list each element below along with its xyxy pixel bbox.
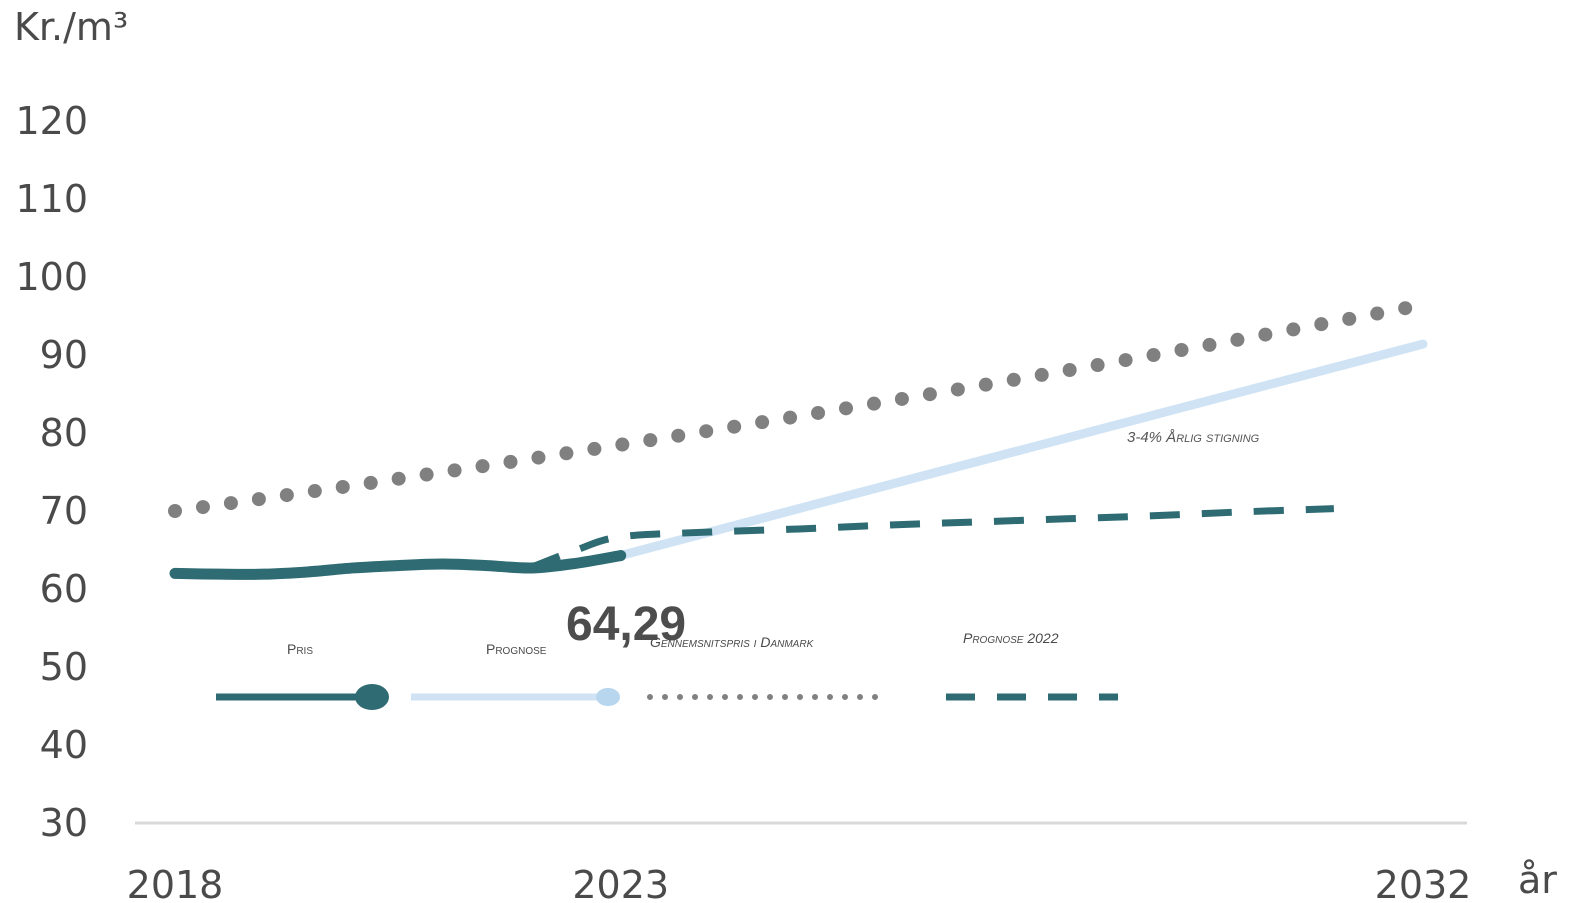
- series-point-gennemsnitspris-i-danmark: [251, 492, 266, 507]
- series-point-gennemsnitspris-i-danmark: [671, 428, 686, 443]
- x-tick-label: 2023: [572, 863, 669, 903]
- y-tick-labels: 30 40 50 60 70 80 90 100 110 120: [15, 99, 88, 845]
- series-point-gennemsnitspris-i-danmark: [643, 433, 658, 448]
- series-point-gennemsnitspris-i-danmark: [783, 410, 798, 425]
- series-point-gennemsnitspris-i-danmark: [866, 396, 881, 411]
- series-point-gennemsnitspris-i-danmark: [475, 459, 490, 474]
- y-tick-label: 60: [40, 567, 88, 611]
- x-tick-label: 2032: [1375, 863, 1472, 903]
- series-point-gennemsnitspris-i-danmark: [1286, 322, 1301, 337]
- series-point-gennemsnitspris-i-danmark: [1202, 337, 1217, 352]
- y-tick-label: 100: [15, 255, 88, 299]
- legend-marker-pris: [355, 684, 389, 710]
- series-point-gennemsnitspris-i-danmark: [1062, 363, 1077, 378]
- series-point-gennemsnitspris-i-danmark: [839, 401, 854, 416]
- series-point-gennemsnitspris-i-danmark: [447, 463, 462, 478]
- y-tick-label: 110: [15, 177, 88, 221]
- series-point-gennemsnitspris-i-danmark: [1090, 358, 1105, 373]
- legend-label-gennemsnitspris: Gennemsnitspris i Danmark: [650, 634, 815, 650]
- legend-label-prognose-2022: Prognose 2022: [963, 630, 1059, 646]
- y-tick-label: 70: [40, 489, 88, 533]
- series-point-gennemsnitspris-i-danmark: [811, 405, 826, 420]
- series-point-gennemsnitspris-i-danmark: [503, 454, 518, 469]
- series-point-gennemsnitspris-i-danmark: [1230, 332, 1245, 347]
- series-point-gennemsnitspris-i-danmark: [1258, 327, 1273, 342]
- series-point-gennemsnitspris-i-danmark: [978, 377, 993, 392]
- series-point-gennemsnitspris-i-danmark: [727, 419, 742, 434]
- y-tick-label: 30: [40, 801, 88, 845]
- y-axis-label: Kr./m³: [14, 5, 128, 49]
- series-layer: [168, 301, 1428, 580]
- series-point-gennemsnitspris-i-danmark: [950, 382, 965, 397]
- series-point-gennemsnitspris-i-danmark: [615, 437, 630, 452]
- series-point-gennemsnitspris-i-danmark: [531, 450, 546, 465]
- y-tick-label: 50: [40, 645, 88, 689]
- series-line-prognose-2022: [530, 505, 1334, 571]
- series-point-gennemsnitspris-i-danmark: [223, 496, 238, 511]
- growth-note: 3-4% Årlig stigning: [1127, 429, 1260, 446]
- series-point-gennemsnitspris-i-danmark: [922, 387, 937, 402]
- series-point-gennemsnitspris-i-danmark: [279, 488, 294, 503]
- x-tick-labels: 2018 2023 2032: [127, 863, 1472, 903]
- legend-marker-prognose: [596, 688, 620, 706]
- series-point-gennemsnitspris-i-danmark: [363, 475, 378, 490]
- y-tick-label: 120: [15, 99, 88, 143]
- series-point-gennemsnitspris-i-danmark: [894, 391, 909, 406]
- series-point-gennemsnitspris-i-danmark: [1398, 301, 1413, 316]
- y-tick-label: 40: [40, 723, 88, 767]
- series-line-pris: [169, 550, 627, 580]
- legend-label-pris: Pris: [287, 641, 313, 657]
- series-point-gennemsnitspris-i-danmark: [1118, 353, 1133, 368]
- series-point-gennemsnitspris-i-danmark: [587, 441, 602, 456]
- x-axis-label: år: [1518, 858, 1557, 902]
- series-point-gennemsnitspris-i-danmark: [391, 471, 406, 486]
- legend: Pris Prognose Gennemsnitspris i Danmark …: [216, 630, 1118, 710]
- series-point-gennemsnitspris-i-danmark: [168, 504, 182, 518]
- series-point-gennemsnitspris-i-danmark: [1174, 342, 1189, 357]
- series-point-gennemsnitspris-i-danmark: [755, 415, 770, 430]
- y-tick-label: 90: [40, 333, 88, 377]
- y-tick-label: 80: [40, 411, 88, 455]
- legend-label-prognose: Prognose: [486, 641, 547, 657]
- series-point-gennemsnitspris-i-danmark: [195, 500, 210, 515]
- series-line-prognose: [616, 339, 1428, 561]
- series-point-gennemsnitspris-i-danmark: [699, 424, 714, 439]
- series-point-gennemsnitspris-i-danmark: [1370, 306, 1385, 321]
- x-tick-label: 2018: [127, 863, 224, 903]
- series-point-gennemsnitspris-i-danmark: [307, 484, 322, 499]
- series-point-gennemsnitspris-i-danmark: [1146, 348, 1161, 363]
- series-point-gennemsnitspris-i-danmark: [1006, 372, 1021, 387]
- series-point-gennemsnitspris-i-danmark: [419, 467, 434, 482]
- series-point-gennemsnitspris-i-danmark: [1342, 311, 1357, 326]
- series-point-gennemsnitspris-i-danmark: [1314, 317, 1329, 332]
- series-point-gennemsnitspris-i-danmark: [1034, 367, 1049, 382]
- series-point-gennemsnitspris-i-danmark: [559, 446, 574, 461]
- price-callout: 64,29: [566, 598, 686, 651]
- series-point-gennemsnitspris-i-danmark: [335, 479, 350, 494]
